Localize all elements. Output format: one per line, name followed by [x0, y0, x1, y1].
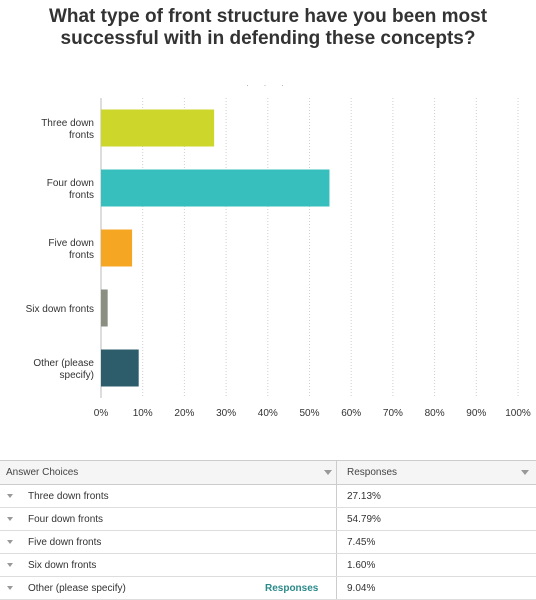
x-tick-label: 10% [133, 408, 153, 419]
choice-label: Six down fronts [28, 560, 97, 571]
choice-label: Five down fronts [28, 537, 102, 548]
table-row: Three down fronts 27.13% [0, 485, 536, 508]
table-row: Four down fronts 54.79% [0, 508, 536, 531]
response-cell: 27.13% [337, 485, 536, 507]
category-label: Four down [47, 178, 94, 189]
title-divider-dots: · · · [246, 80, 290, 90]
choice-cell: Three down fronts [0, 485, 337, 507]
x-tick-label: 40% [258, 408, 278, 419]
responses-header[interactable]: Responses [337, 461, 536, 484]
sort-arrow-icon[interactable] [521, 470, 529, 475]
response-cell: 9.04% [337, 577, 536, 599]
response-value: 7.45% [347, 537, 376, 548]
answer-table: Answer Choices Responses Three down fron… [0, 460, 536, 600]
choice-label: Other (please specify) [28, 583, 126, 594]
sort-arrow-icon[interactable] [324, 470, 332, 475]
category-label: fronts [69, 250, 94, 261]
question-title: What type of front structure have you be… [48, 6, 488, 49]
expand-arrow-icon[interactable] [7, 540, 13, 544]
choice-label: Four down fronts [28, 514, 104, 525]
bar [101, 169, 330, 207]
expand-arrow-icon[interactable] [7, 517, 13, 521]
category-label: Other (please [33, 358, 94, 369]
table-row: Other (please specify) Responses 9.04% [0, 577, 536, 600]
x-tick-label: 80% [425, 408, 445, 419]
bar [101, 349, 139, 387]
category-label: specify) [60, 370, 94, 381]
category-label: Six down fronts [26, 304, 94, 315]
x-tick-label: 60% [341, 408, 361, 419]
category-label: fronts [69, 130, 94, 141]
response-value: 9.04% [347, 583, 376, 594]
responses-link[interactable]: Responses [265, 583, 319, 594]
x-tick-label: 30% [216, 408, 236, 419]
choice-cell: Five down fronts [0, 531, 337, 553]
x-tick-label: 50% [299, 408, 319, 419]
expand-arrow-icon[interactable] [7, 586, 13, 590]
response-value: 54.79% [347, 514, 381, 525]
response-cell: 54.79% [337, 508, 536, 530]
response-value: 1.60% [347, 560, 376, 571]
bar [101, 289, 108, 327]
expand-arrow-icon[interactable] [7, 563, 13, 567]
choice-cell: Four down fronts [0, 508, 337, 530]
x-tick-label: 70% [383, 408, 403, 419]
choice-cell: Six down fronts [0, 554, 337, 576]
choice-cell: Other (please specify) Responses [0, 577, 337, 599]
x-tick-label: 0% [94, 408, 109, 419]
answer-choices-header[interactable]: Answer Choices [0, 461, 337, 484]
x-tick-label: 90% [466, 408, 486, 419]
category-label: Five down [48, 238, 94, 249]
bar [101, 109, 215, 147]
x-tick-label: 20% [174, 408, 194, 419]
table-row: Five down fronts 7.45% [0, 531, 536, 554]
choice-label: Three down fronts [28, 491, 109, 502]
x-tick-label: 100% [505, 408, 531, 419]
expand-arrow-icon[interactable] [7, 494, 13, 498]
table-row: Six down fronts 1.60% [0, 554, 536, 577]
table-header-row: Answer Choices Responses [0, 461, 536, 485]
category-label: fronts [69, 190, 94, 201]
answer-choices-header-label: Answer Choices [6, 467, 79, 478]
bar [101, 229, 133, 267]
response-value: 27.13% [347, 491, 381, 502]
response-cell: 1.60% [337, 554, 536, 576]
responses-header-label: Responses [347, 467, 398, 478]
response-cell: 7.45% [337, 531, 536, 553]
category-label: Three down [41, 118, 94, 129]
